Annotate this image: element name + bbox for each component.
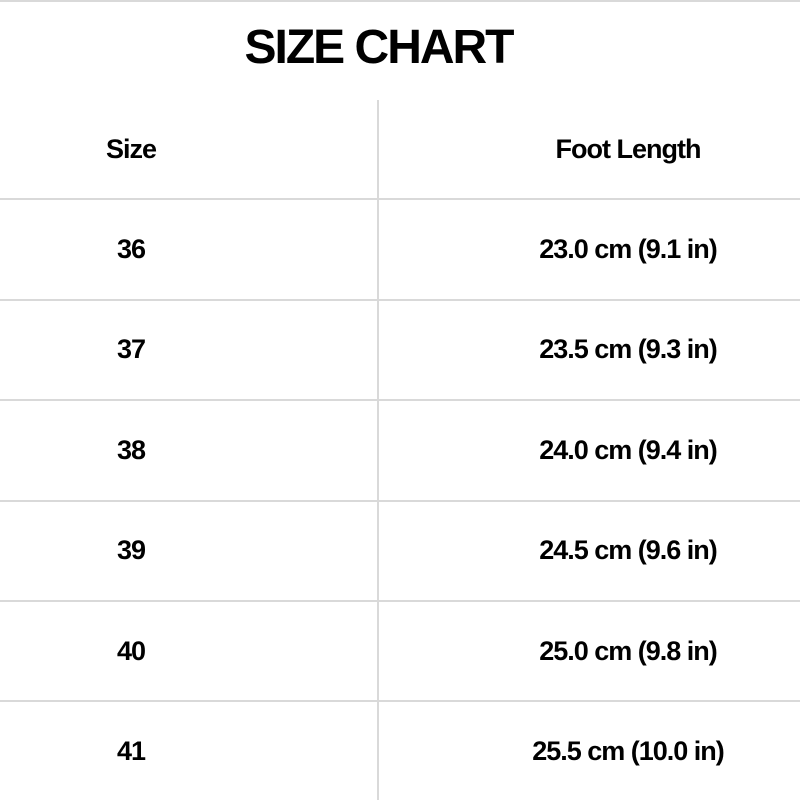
table-row: 38 24.0 cm (9.4 in) bbox=[0, 401, 800, 502]
size-cell: 37 bbox=[0, 300, 379, 400]
size-cell: 36 bbox=[0, 200, 379, 299]
size-cell: 40 bbox=[0, 601, 379, 701]
table-body: 36 23.0 cm (9.1 in) 37 23.5 cm (9.3 in) … bbox=[0, 200, 800, 800]
size-cell: 39 bbox=[0, 501, 379, 600]
table-row: 40 25.0 cm (9.8 in) bbox=[0, 601, 800, 703]
foot-length-cell: 24.5 cm (9.6 in) bbox=[539, 535, 718, 566]
foot-length-cell: 23.5 cm (9.3 in) bbox=[539, 334, 718, 365]
size-table: Size Foot Length 36 23.0 cm (9.1 in) 37 … bbox=[0, 100, 800, 800]
foot-length-cell: 24.0 cm (9.4 in) bbox=[539, 434, 718, 465]
table-row: 37 23.5 cm (9.3 in) bbox=[0, 300, 800, 402]
chart-title-bar: SIZE CHART bbox=[0, 2, 800, 100]
table-row: 36 23.0 cm (9.1 in) bbox=[0, 200, 800, 301]
foot-length-cell: 25.0 cm (9.8 in) bbox=[539, 635, 718, 666]
column-header-foot-length: Foot Length bbox=[555, 133, 702, 164]
table-header-row: Size Foot Length bbox=[0, 100, 800, 201]
size-cell: 41 bbox=[0, 702, 379, 800]
page-title: SIZE CHART bbox=[244, 20, 515, 74]
table-row: 41 25.5 cm (10.0 in) bbox=[0, 702, 800, 800]
size-cell: 38 bbox=[0, 401, 379, 500]
table-row: 39 24.5 cm (9.6 in) bbox=[0, 501, 800, 602]
column-header-size: Size bbox=[0, 100, 379, 199]
foot-length-cell: 25.5 cm (10.0 in) bbox=[532, 736, 725, 767]
foot-length-cell: 23.0 cm (9.1 in) bbox=[539, 234, 718, 265]
